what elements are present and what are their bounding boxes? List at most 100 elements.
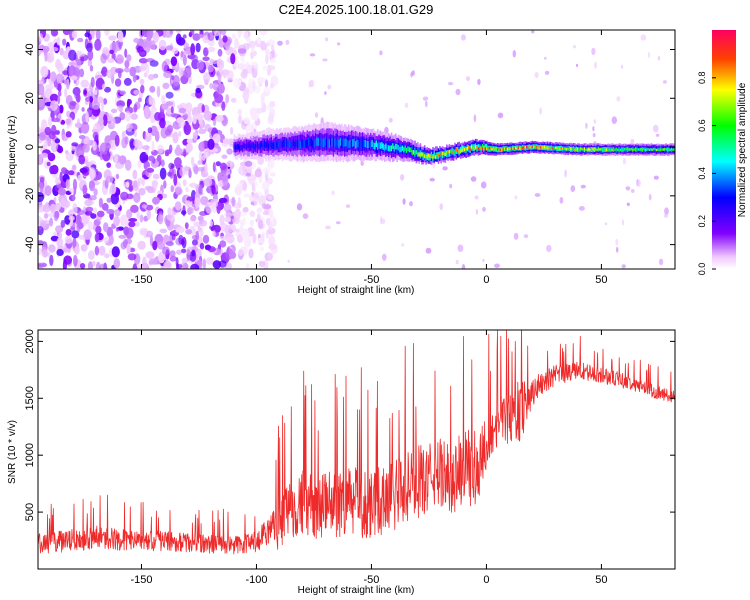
signal-band-segment (599, 148, 601, 151)
noise-blob (85, 111, 89, 123)
noise-blob (118, 234, 127, 239)
noise-blob (621, 264, 626, 269)
noise-blob (101, 202, 109, 211)
signal-band-segment (334, 138, 336, 147)
noise-blob (429, 177, 435, 182)
noise-blob (64, 88, 68, 98)
noise-blob (100, 70, 106, 75)
noise-blob (76, 52, 86, 57)
signal-band-segment (666, 148, 669, 151)
signal-band-segment (637, 148, 640, 151)
noise-blob (544, 70, 550, 75)
colorbar-tick-label: 0.0 (697, 263, 707, 276)
noise-blob (219, 162, 227, 170)
noise-blob (145, 63, 150, 75)
noise-blob (90, 76, 95, 88)
signal-band-segment (265, 141, 267, 149)
noise-blob (49, 48, 54, 58)
noise-blob (40, 65, 49, 78)
noise-blob (38, 131, 47, 141)
signal-band-segment (640, 147, 643, 151)
noise-blob (625, 186, 631, 191)
signal-band-segment (447, 150, 449, 154)
noise-blob (573, 45, 576, 49)
noise-blob (71, 142, 79, 147)
noise-blob (267, 39, 276, 46)
signal-band-segment (498, 148, 500, 151)
noise-blob (193, 165, 199, 175)
noise-blob (210, 59, 218, 65)
noise-blob (126, 54, 132, 62)
noise-blob (230, 53, 236, 65)
signal-band-segment (417, 147, 419, 157)
signal-band-segment (419, 152, 422, 157)
signal-band-segment (466, 147, 469, 151)
noise-blob (91, 30, 95, 39)
noise-blob (222, 35, 228, 43)
noise-blob (74, 91, 80, 100)
signal-band-segment (655, 148, 658, 152)
noise-blob (268, 208, 274, 218)
noise-blob (140, 84, 145, 94)
noise-blob (66, 110, 71, 118)
noise-blob (171, 75, 175, 80)
signal-band-segment (486, 143, 488, 150)
signal-band-segment (321, 138, 324, 148)
signal-band-segment (552, 146, 554, 150)
noise-blob (176, 264, 183, 269)
noise-blob (245, 173, 251, 177)
signal-band-segment (370, 141, 372, 149)
noise-blob (207, 64, 214, 73)
signal-band-segment (468, 145, 470, 149)
signal-band-segment (439, 151, 441, 156)
signal-band-segment (479, 145, 481, 149)
noise-blob (308, 80, 311, 88)
noise-blob (474, 195, 479, 200)
signal-band-segment (272, 142, 274, 149)
noise-blob (163, 260, 172, 269)
signal-band-segment (488, 146, 491, 150)
noise-blob (154, 111, 161, 121)
signal-band-segment (572, 148, 575, 151)
noise-blob (100, 53, 107, 64)
noise-blob (480, 181, 487, 189)
noise-blob (133, 103, 138, 113)
noise-blob (132, 169, 138, 180)
snr-frame (37, 329, 676, 570)
signal-band-segment (527, 146, 529, 150)
noise-blob (229, 238, 233, 244)
noise-blob (94, 245, 100, 256)
noise-blob (152, 196, 160, 205)
noise-blob (594, 61, 597, 69)
noise-blob (172, 47, 179, 55)
noise-blob (89, 96, 94, 103)
signal-band-segment (324, 136, 327, 146)
signal-band-segment (607, 148, 609, 152)
noise-blob (200, 118, 204, 129)
noise-blob (70, 145, 76, 151)
signal-band-segment (291, 141, 293, 149)
noise-blob (137, 240, 146, 250)
signal-band-segment (287, 140, 289, 148)
noise-blob (78, 154, 86, 165)
signal-band-segment (404, 145, 407, 151)
signal-band-segment (623, 148, 626, 151)
noise-blob (107, 58, 115, 63)
signal-band-segment (414, 151, 416, 156)
signal-band-segment (593, 148, 596, 151)
noise-blob (139, 78, 145, 86)
signal-band-segment (285, 139, 288, 147)
snr-line-layer (38, 330, 675, 555)
noise-blob (168, 162, 174, 170)
noise-blob (54, 130, 61, 135)
noise-blob (139, 66, 147, 72)
signal-band-segment (243, 142, 245, 149)
signal-band-segment (423, 154, 426, 159)
noise-blob (591, 47, 596, 56)
noise-blob (616, 246, 619, 253)
noise-blob (92, 123, 102, 135)
signal-band-segment (491, 147, 494, 151)
noise-blob (203, 72, 211, 83)
signal-band-segment (280, 140, 282, 148)
noise-blob (120, 214, 128, 227)
